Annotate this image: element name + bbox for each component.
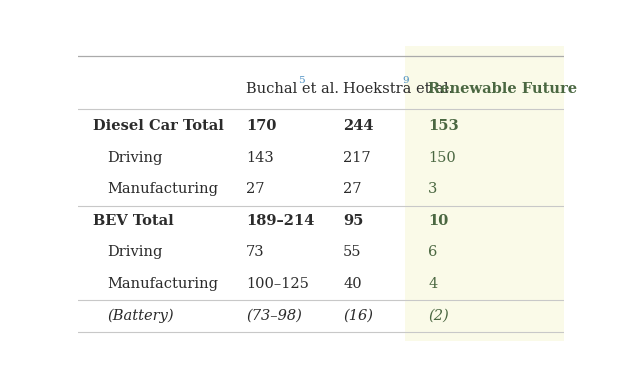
- Text: 3: 3: [428, 182, 438, 196]
- Text: 27: 27: [246, 182, 265, 196]
- Text: (73–98): (73–98): [246, 309, 302, 322]
- Text: 40: 40: [343, 277, 362, 291]
- Text: 5: 5: [298, 76, 305, 85]
- Text: Hoekstra et al.: Hoekstra et al.: [343, 82, 453, 96]
- Text: 100–125: 100–125: [246, 277, 309, 291]
- Text: 189–214: 189–214: [246, 214, 314, 228]
- Text: 9: 9: [403, 76, 409, 85]
- Text: 170: 170: [246, 119, 277, 133]
- Text: BEV Total: BEV Total: [93, 214, 174, 228]
- Text: 4: 4: [428, 277, 438, 291]
- Text: Renewable Future: Renewable Future: [428, 82, 577, 96]
- Text: Manufacturing: Manufacturing: [108, 182, 219, 196]
- Text: (Battery): (Battery): [108, 308, 174, 323]
- Text: Buchal et al.: Buchal et al.: [246, 82, 339, 96]
- Text: 143: 143: [246, 151, 274, 165]
- Text: 153: 153: [428, 119, 459, 133]
- Text: 6: 6: [428, 246, 438, 259]
- Text: (16): (16): [343, 309, 373, 322]
- Text: Driving: Driving: [108, 151, 163, 165]
- Text: 27: 27: [343, 182, 362, 196]
- Text: 95: 95: [343, 214, 364, 228]
- Text: 244: 244: [343, 119, 374, 133]
- Text: 73: 73: [246, 246, 265, 259]
- Text: 150: 150: [428, 151, 456, 165]
- Text: Driving: Driving: [108, 246, 163, 259]
- Text: 55: 55: [343, 246, 362, 259]
- Text: 217: 217: [343, 151, 371, 165]
- Text: Manufacturing: Manufacturing: [108, 277, 219, 291]
- Bar: [405, 46, 564, 341]
- Text: (2): (2): [428, 309, 449, 322]
- Text: 10: 10: [428, 214, 448, 228]
- Text: Diesel Car Total: Diesel Car Total: [93, 119, 224, 133]
